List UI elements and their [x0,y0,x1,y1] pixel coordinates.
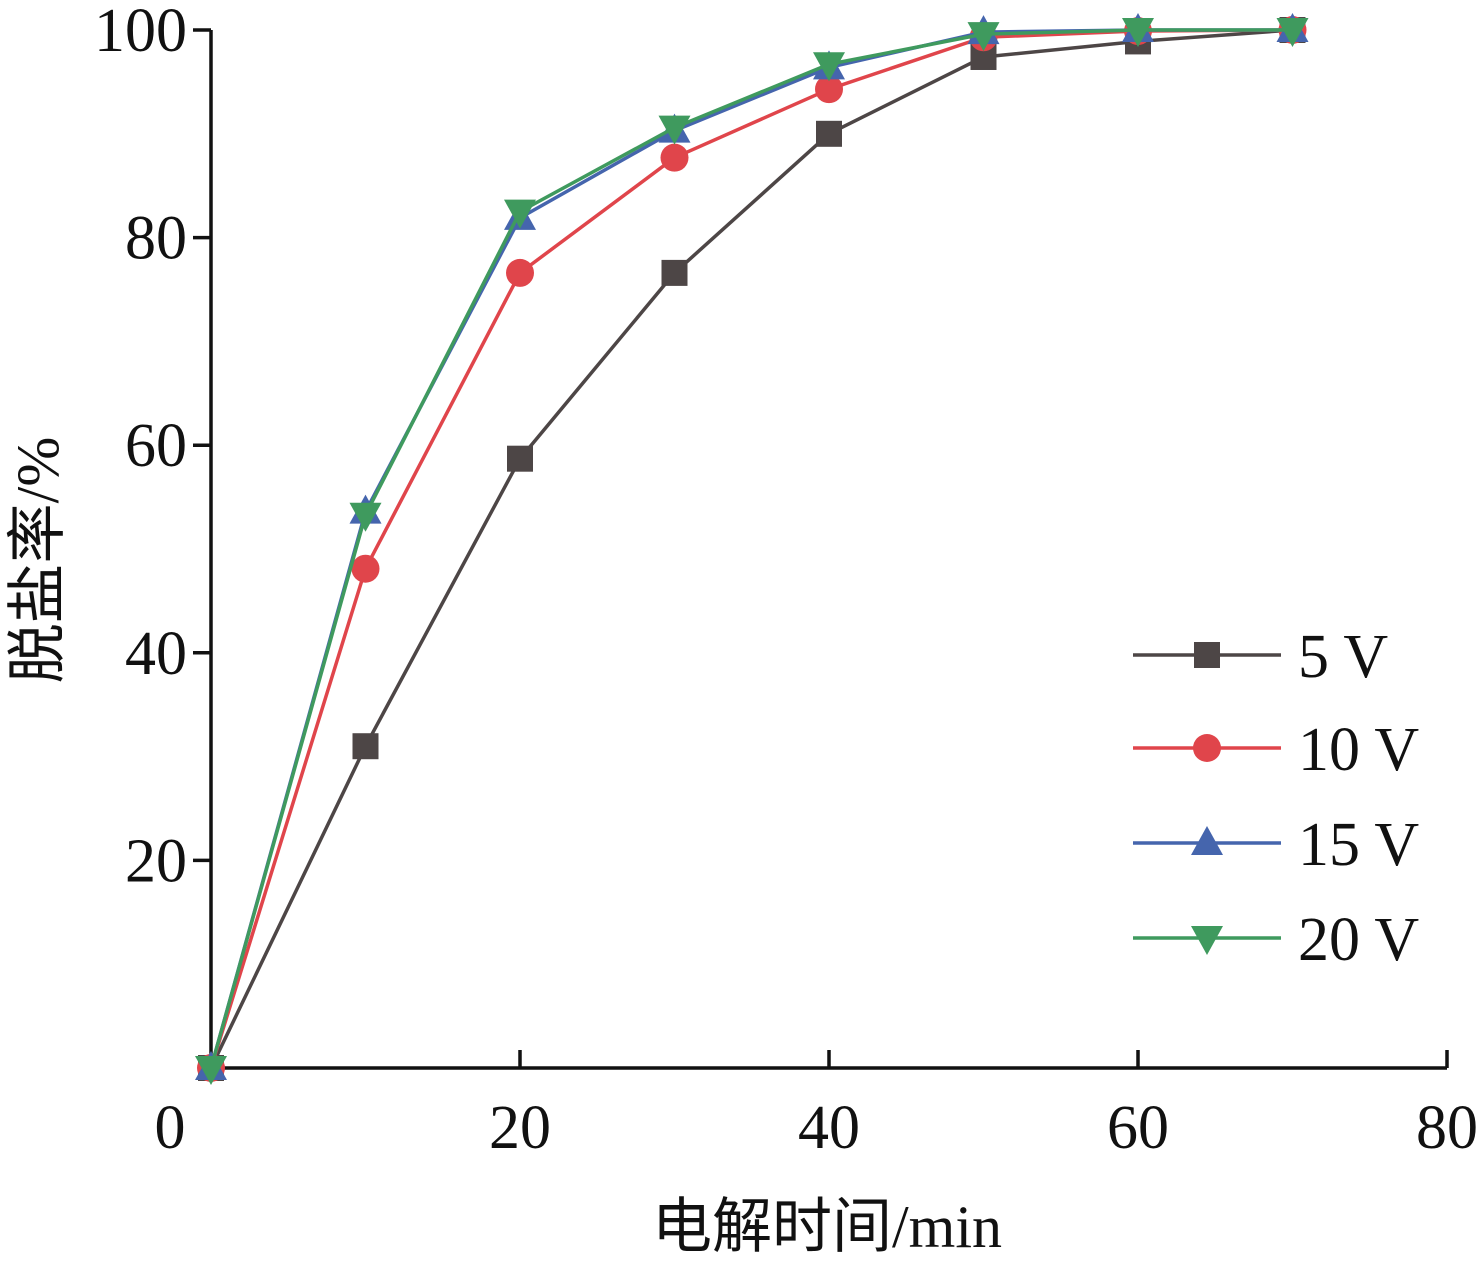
y-axis-title: 脱盐率/% [5,437,71,684]
x-tick-label: 20 [489,1094,551,1162]
legend-label: 15 V [1298,811,1419,879]
y-tick-label: 100 [94,0,187,65]
legend-marker [1191,826,1223,855]
data-point [660,143,689,172]
data-point [967,22,1000,52]
legend-item: 15 V [1133,811,1419,879]
data-point [195,1056,227,1085]
legend-label: 10 V [1298,716,1419,784]
data-point [1122,18,1154,47]
data-point [1276,18,1309,47]
y-tick-label: 40 [125,620,187,688]
x-axis-title: 电解时间/min [652,1194,1002,1260]
data-point [349,502,382,532]
legend-item: 5 V [1133,623,1388,691]
x-tick-label: 0 [155,1094,186,1162]
legend-label: 20 V [1298,906,1419,974]
data-point [813,52,845,82]
y-tick-label: 20 [125,827,187,895]
y-tick-label: 80 [125,205,187,273]
axes: 20 40 60 80 100 0 20 40 60 80 [94,0,1478,1162]
y-tick-label: 60 [125,412,187,480]
data-point [506,258,534,287]
data-point [658,115,691,145]
data-point [507,445,533,472]
series-line [209,28,1293,1069]
legend-marker [1194,642,1220,668]
data-point [816,120,842,147]
data-point [352,733,379,760]
series-line [209,28,1293,1069]
series-line [209,28,1293,1069]
series-2 [195,13,1309,1080]
legend-marker [1191,926,1223,955]
data-point [661,259,688,286]
data-point [815,75,843,104]
data-point [351,554,380,583]
series-1 [197,16,1307,1082]
legend-item: 10 V [1133,716,1419,784]
series-line [209,28,1293,1069]
legend-label: 5 V [1298,623,1388,691]
x-tick-label: 60 [1107,1094,1169,1162]
series-3 [195,18,1309,1085]
x-tick-label: 80 [1416,1094,1478,1162]
x-tick-label: 40 [798,1094,860,1162]
series-0 [198,17,1306,1081]
legend-item: 20 V [1133,906,1419,974]
legend: 5 V 10 V 15 V 20 V [1133,623,1419,974]
legend-marker [1193,734,1221,762]
plot-area [195,13,1309,1085]
data-point [504,199,536,229]
